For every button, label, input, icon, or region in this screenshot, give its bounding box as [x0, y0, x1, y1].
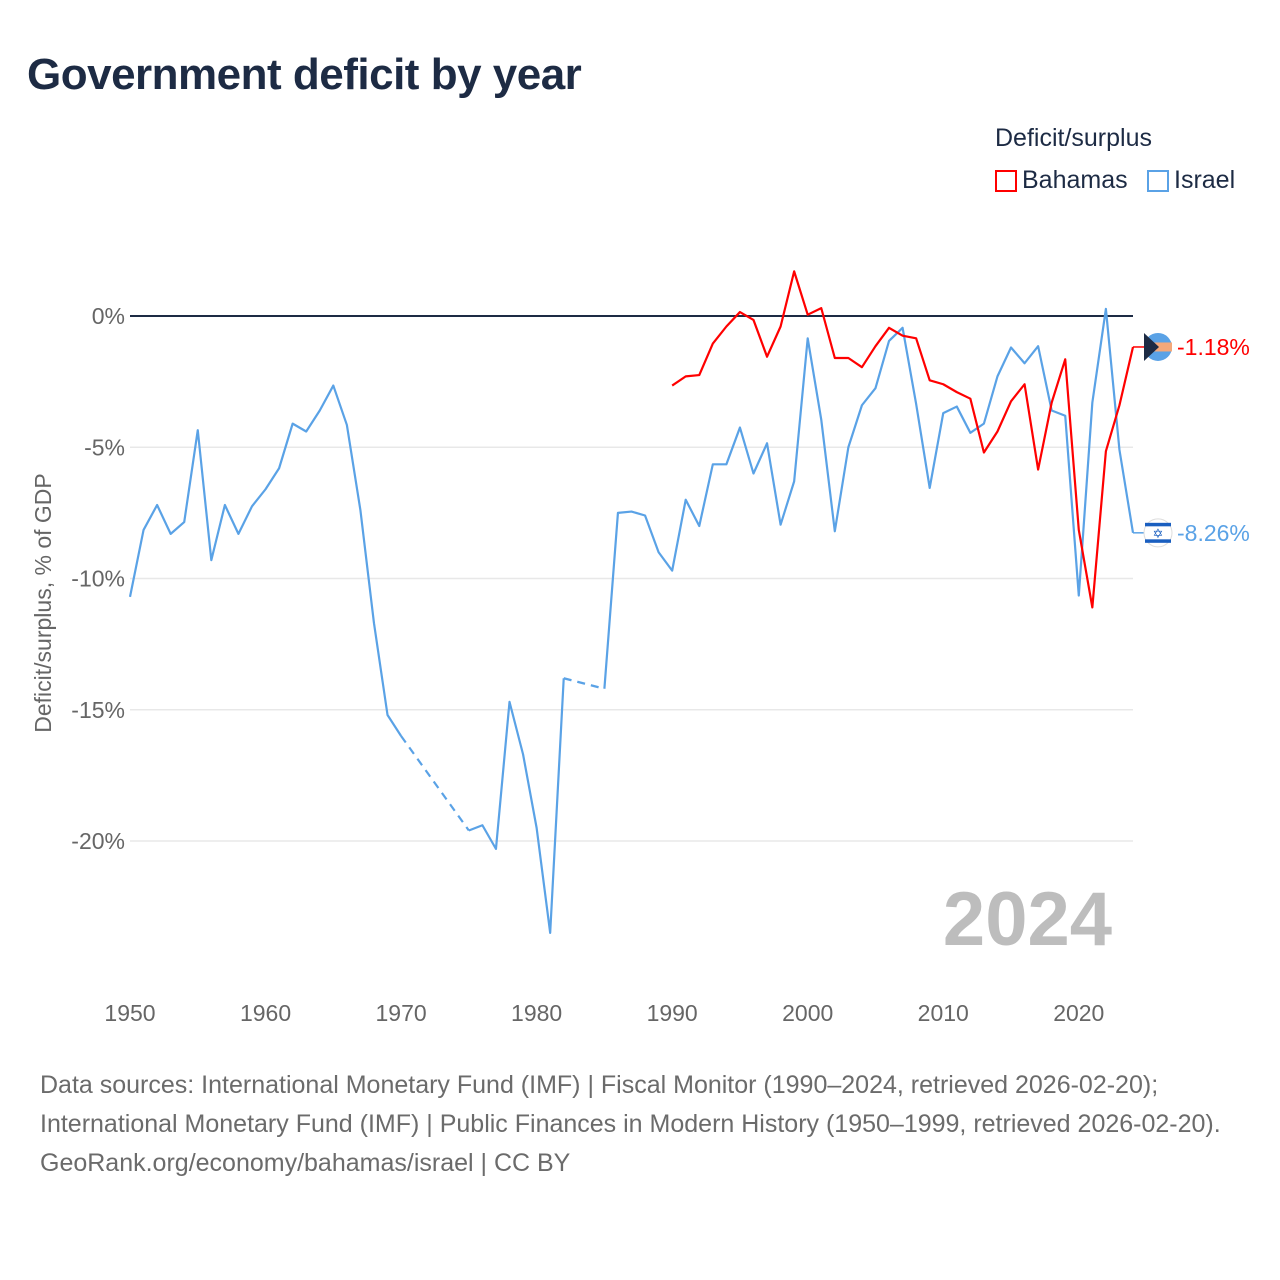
y-tick-label: -10%	[71, 566, 125, 592]
legend-item-israel[interactable]: Israel	[1147, 166, 1235, 195]
end-value-label: -1.18%	[1177, 334, 1250, 360]
bahamas-flag-icon	[1144, 332, 1172, 361]
series-line-bahamas	[671, 270, 1135, 609]
y-tick-label: 0%	[92, 303, 125, 329]
gap-segment	[400, 735, 470, 832]
series-israel	[128, 307, 1135, 934]
series-line-israel	[603, 307, 1135, 689]
legend-item-bahamas[interactable]: Bahamas	[995, 166, 1128, 195]
legend-label-bahamas: Bahamas	[1022, 166, 1128, 194]
line-chart: 0% -5% -10% -15% -20% 1950 1960 1970 1980 1990 200…	[30, 270, 1250, 1026]
year-watermark: 2024	[943, 877, 1112, 962]
x-tick-label: 2010	[918, 1000, 969, 1026]
gap-segment	[563, 677, 605, 690]
series-line-israel	[468, 678, 565, 934]
x-tick-label: 2000	[782, 1000, 833, 1026]
israel-flag-icon: ✡	[1143, 518, 1173, 548]
legend-title: Deficit/surplus	[995, 124, 1152, 152]
y-tick-label: -15%	[71, 697, 125, 723]
source-link[interactable]: GeoRank.org/economy/bahamas/israel | CC …	[40, 1149, 571, 1177]
x-tick-label: 2020	[1053, 1000, 1104, 1026]
chart-title: Government deficit by year	[27, 50, 582, 99]
svg-text:✡: ✡	[1153, 526, 1164, 541]
x-tick-label: 1990	[647, 1000, 698, 1026]
y-tick-label: -5%	[84, 434, 125, 460]
x-tick-label: 1970	[375, 1000, 426, 1026]
y-tick-label: -20%	[71, 828, 125, 854]
series-line-israel	[128, 384, 403, 737]
legend-swatch-israel	[1147, 169, 1169, 192]
footer: Data sources: International Monetary Fun…	[40, 1066, 1240, 1183]
x-tick-label: 1950	[104, 1000, 155, 1026]
x-tick-label: 1980	[511, 1000, 562, 1026]
y-axis-label: Deficit/surplus, % of GDP	[30, 473, 56, 732]
end-value-label: -8.26%	[1177, 520, 1250, 546]
series-bahamas	[671, 270, 1135, 609]
legend-label-israel: Israel	[1174, 166, 1236, 194]
x-tick-label: 1960	[240, 1000, 291, 1026]
data-sources: Data sources: International Monetary Fun…	[40, 1071, 1221, 1138]
legend-swatch-bahamas	[995, 169, 1017, 192]
